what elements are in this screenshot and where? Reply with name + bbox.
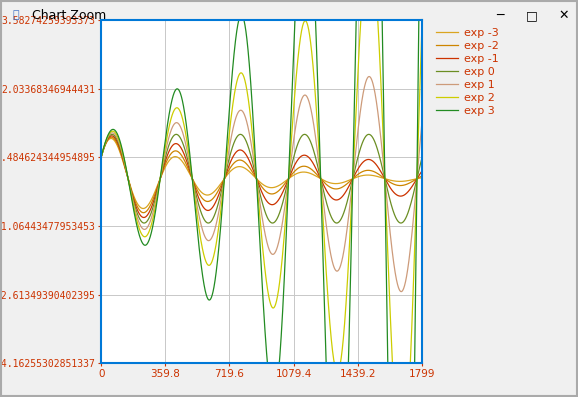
exp -2	[254, 178, 261, 183]
exp -2	[246, 164, 253, 169]
Line: exp -2: exp -2	[101, 137, 422, 213]
exp 2	[254, 184, 261, 189]
exp 1	[98, 155, 105, 160]
Line: exp 2: exp 2	[101, 0, 422, 397]
exp -3	[409, 177, 416, 182]
exp -1	[418, 169, 425, 173]
exp 2	[98, 155, 105, 160]
Line: exp 3: exp 3	[101, 0, 422, 397]
exp 2	[114, 134, 121, 139]
Line: exp -3: exp -3	[101, 139, 422, 208]
exp 3	[254, 189, 261, 194]
exp -2	[98, 155, 105, 160]
exp -3	[409, 177, 416, 182]
exp -1	[409, 183, 416, 188]
Text: ─: ─	[497, 9, 503, 22]
exp -3	[114, 144, 121, 149]
exp -1	[108, 133, 115, 138]
exp 2	[418, 22, 425, 27]
exp -3	[351, 176, 358, 181]
exp 1	[409, 221, 416, 225]
exp -1	[254, 179, 261, 184]
exp 0	[350, 172, 357, 177]
exp 3	[98, 155, 105, 160]
exp 0	[365, 132, 372, 137]
exp 1	[114, 136, 121, 141]
Text: ⬛: ⬛	[13, 10, 19, 20]
exp -2	[140, 210, 147, 215]
exp 3	[350, 131, 357, 136]
exp 0	[114, 138, 121, 143]
Legend: exp -3, exp -2, exp -1, exp 0, exp 1, exp 2, exp 3: exp -3, exp -2, exp -1, exp 0, exp 1, ex…	[434, 25, 501, 119]
exp -3	[98, 155, 105, 160]
exp -3	[246, 169, 253, 173]
exp -2	[409, 179, 416, 183]
exp 1	[245, 127, 252, 132]
exp 2	[409, 299, 416, 303]
exp 0	[254, 179, 261, 184]
exp 0	[398, 221, 405, 225]
exp -2	[351, 175, 358, 180]
exp 1	[350, 167, 357, 172]
Line: exp 0: exp 0	[101, 134, 422, 223]
exp 3	[245, 54, 252, 59]
exp 2	[350, 156, 357, 160]
exp -2	[108, 135, 115, 140]
exp -3	[140, 206, 147, 211]
exp 0	[418, 156, 425, 160]
exp -1	[246, 158, 253, 162]
exp -3	[418, 175, 425, 180]
exp 0	[98, 155, 105, 160]
exp 0	[245, 146, 252, 150]
exp -2	[418, 173, 425, 178]
exp 0	[409, 193, 416, 198]
exp 1	[366, 74, 373, 79]
exp 0	[409, 194, 416, 198]
exp -1	[98, 155, 105, 160]
exp 1	[254, 181, 261, 186]
exp 1	[398, 289, 405, 294]
exp 1	[409, 223, 416, 227]
exp 2	[409, 294, 416, 299]
Text: ✕: ✕	[558, 9, 569, 22]
exp 3	[114, 132, 121, 137]
exp -1	[114, 141, 121, 145]
exp -3	[254, 177, 261, 182]
exp -2	[114, 142, 121, 147]
exp -1	[409, 183, 416, 187]
Text: □: □	[526, 9, 538, 22]
exp 2	[245, 99, 252, 104]
Line: exp 1: exp 1	[101, 77, 422, 292]
exp -1	[351, 174, 358, 179]
exp -2	[409, 179, 416, 183]
exp 1	[418, 119, 425, 124]
Text: Chart Zoom: Chart Zoom	[32, 9, 106, 22]
Line: exp -1: exp -1	[101, 136, 422, 218]
exp -1	[140, 215, 147, 220]
exp -3	[108, 136, 114, 141]
